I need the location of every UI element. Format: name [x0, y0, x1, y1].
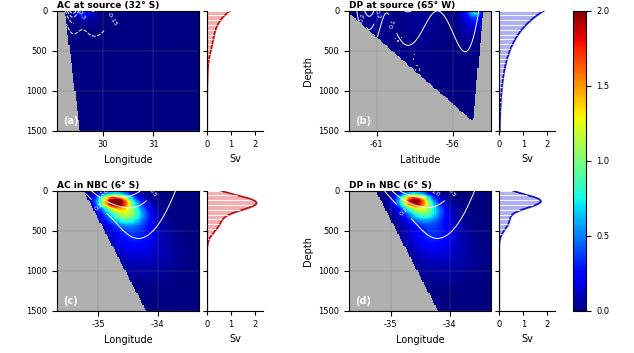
Text: 0.2: 0.2: [94, 201, 105, 211]
Text: DP in NBC (6° S): DP in NBC (6° S): [349, 181, 432, 190]
Text: (a): (a): [63, 116, 78, 126]
Text: 1.0: 1.0: [99, 189, 110, 197]
Text: 0.2: 0.2: [373, 9, 381, 20]
Y-axis label: Depth: Depth: [303, 236, 313, 265]
X-axis label: Sv: Sv: [229, 154, 241, 164]
Text: (c): (c): [63, 296, 77, 306]
Text: 0.5: 0.5: [148, 188, 158, 198]
X-axis label: Sv: Sv: [521, 154, 533, 164]
Text: (b): (b): [355, 116, 371, 126]
Text: 0.1: 0.1: [389, 18, 397, 29]
Text: -0.3: -0.3: [75, 8, 86, 21]
X-axis label: Sv: Sv: [521, 334, 533, 344]
Text: AC at source (32° S): AC at source (32° S): [57, 1, 159, 10]
X-axis label: Sv: Sv: [229, 334, 241, 344]
Text: 0.2: 0.2: [359, 12, 366, 23]
X-axis label: Longitude: Longitude: [396, 335, 444, 345]
X-axis label: Longitude: Longitude: [104, 335, 152, 345]
Text: 1.0: 1.0: [429, 188, 441, 197]
Text: -0.15: -0.15: [106, 11, 118, 27]
Text: 0.5: 0.5: [446, 188, 456, 198]
X-axis label: Longitude: Longitude: [104, 155, 152, 165]
Text: 0.2: 0.2: [399, 206, 410, 217]
Text: AC in NBC (6° S): AC in NBC (6° S): [57, 181, 139, 190]
Text: DP at source (65° W): DP at source (65° W): [349, 1, 455, 10]
Y-axis label: Depth: Depth: [303, 56, 313, 85]
X-axis label: Latitude: Latitude: [400, 155, 440, 165]
Text: (d): (d): [355, 296, 371, 306]
